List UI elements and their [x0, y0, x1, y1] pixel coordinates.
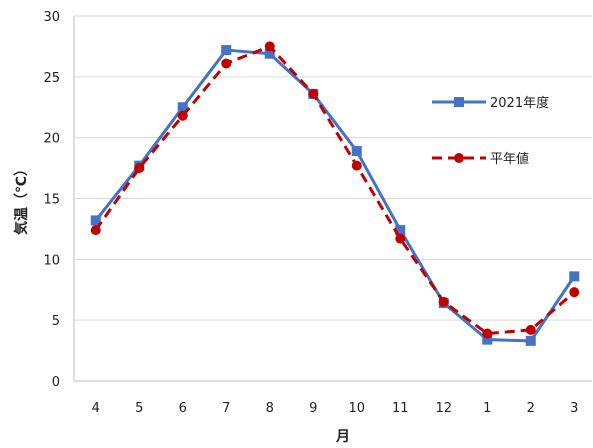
series-line — [94, 48, 576, 343]
grid-lines — [74, 15, 592, 321]
legend-entry-1: 2021年度 — [432, 95, 549, 111]
x-tick-label: 8 — [266, 401, 274, 416]
x-tick-label: 4 — [92, 401, 100, 416]
data-point — [395, 233, 406, 244]
data-point — [525, 324, 536, 335]
data-point — [351, 160, 362, 171]
x-tick-label: 7 — [222, 401, 230, 416]
legend-entry-2: 平年値 — [432, 151, 529, 167]
series-1 — [90, 45, 580, 346]
y-tick-label: 25 — [43, 71, 60, 86]
x-tick-label: 6 — [179, 401, 187, 416]
y-tick-label: 30 — [43, 10, 60, 25]
legend-marker — [454, 97, 464, 107]
data-point — [569, 271, 580, 282]
data-point — [90, 225, 101, 236]
data-point — [525, 335, 536, 346]
x-tick-label: 3 — [570, 401, 578, 416]
x-tick-labels: 4 5 6 7 8 9 10 11 12 1 2 3 — [92, 401, 579, 416]
data-point — [134, 163, 145, 174]
series-2 — [90, 41, 580, 339]
data-point — [395, 225, 406, 236]
data-point — [351, 146, 362, 157]
data-point — [264, 48, 275, 59]
y-tick-label: 5 — [52, 314, 60, 329]
x-tick-label: 2 — [527, 401, 535, 416]
series-line — [94, 44, 576, 336]
y-tick-labels: 0 5 10 15 20 25 30 — [43, 10, 60, 390]
series-layer — [90, 41, 580, 346]
x-tick-label: 12 — [435, 401, 452, 416]
y-tick-label: 15 — [43, 193, 60, 208]
y-axis-label: 気温（℃） — [13, 162, 30, 235]
legend-label: 平年値 — [490, 151, 529, 167]
data-point — [482, 328, 493, 339]
data-point — [569, 287, 580, 298]
y-tick-label: 10 — [43, 253, 60, 268]
y-tick-label: 20 — [43, 132, 60, 147]
y-tick-label: 0 — [52, 375, 60, 390]
legend-marker — [454, 153, 464, 163]
data-point — [177, 110, 188, 121]
data-point — [221, 45, 232, 56]
x-tick-label: 11 — [392, 401, 409, 416]
data-point — [221, 58, 232, 69]
data-point — [438, 296, 449, 307]
data-point — [90, 215, 101, 226]
data-point — [482, 334, 493, 345]
x-tick-label: 1 — [483, 401, 491, 416]
data-point — [177, 102, 188, 113]
axes — [73, 16, 592, 382]
data-point — [264, 41, 275, 52]
x-tick-label: 10 — [348, 401, 365, 416]
x-tick-label: 5 — [135, 401, 143, 416]
x-tick-label: 9 — [309, 401, 317, 416]
x-axis-label: 月 — [335, 429, 350, 445]
data-point — [308, 88, 319, 99]
legend-label: 2021年度 — [490, 95, 549, 111]
